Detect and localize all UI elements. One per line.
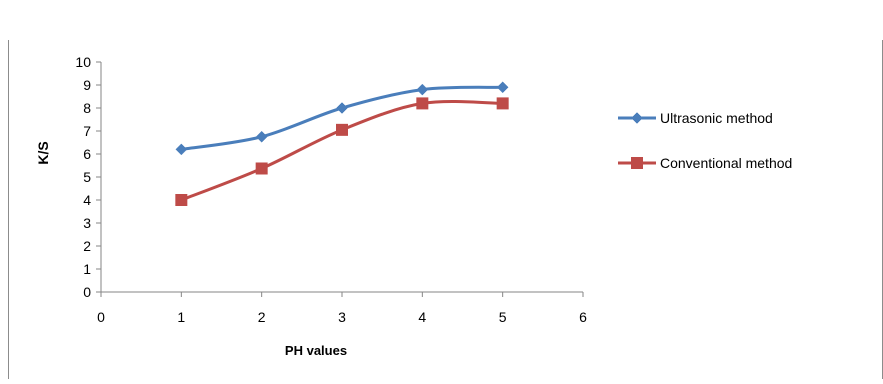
y-tick-label: 3	[83, 215, 91, 231]
x-tick-label: 2	[258, 309, 266, 325]
legend-marker-conventional	[631, 157, 643, 169]
y-tick-label: 9	[83, 77, 91, 93]
series-line-conventional	[180, 99, 503, 202]
x-tick-label: 0	[97, 309, 105, 325]
x-tick-label: 3	[338, 309, 346, 325]
data-point-conventional	[175, 194, 188, 206]
x-tick-label: 4	[418, 309, 426, 325]
data-point-ultrasonic	[496, 81, 509, 94]
x-tick-label: 1	[177, 309, 185, 325]
y-tick-label: 8	[83, 100, 91, 116]
y-tick-label: 0	[83, 284, 91, 300]
legend-label-ultrasonic: Ultrasonic method	[660, 110, 773, 126]
y-tick-label: 2	[83, 238, 91, 254]
data-point-conventional	[255, 162, 268, 175]
x-tick-label: 6	[579, 309, 587, 325]
data-point-ultrasonic	[336, 102, 348, 114]
series-line-ultrasonic	[181, 85, 503, 151]
data-point-conventional	[496, 97, 509, 110]
y-tick-label: 10	[75, 54, 91, 70]
data-point-conventional	[336, 123, 348, 136]
data-point-ultrasonic	[175, 143, 188, 156]
y-tick-label: 4	[83, 192, 91, 208]
y-tick-label: 6	[83, 146, 91, 162]
legend-marker-ultrasonic	[631, 112, 643, 124]
x-axis-label: PH values	[285, 343, 347, 358]
y-tick-label: 5	[83, 169, 91, 185]
data-point-ultrasonic	[416, 83, 429, 96]
legend-label-conventional: Conventional method	[660, 155, 792, 171]
data-point-conventional	[416, 97, 429, 110]
y-tick-label: 1	[83, 261, 91, 277]
y-axis-label: K/S	[35, 141, 51, 164]
x-tick-label: 5	[499, 309, 507, 325]
data-point-ultrasonic	[255, 130, 268, 143]
y-tick-label: 7	[83, 123, 91, 139]
